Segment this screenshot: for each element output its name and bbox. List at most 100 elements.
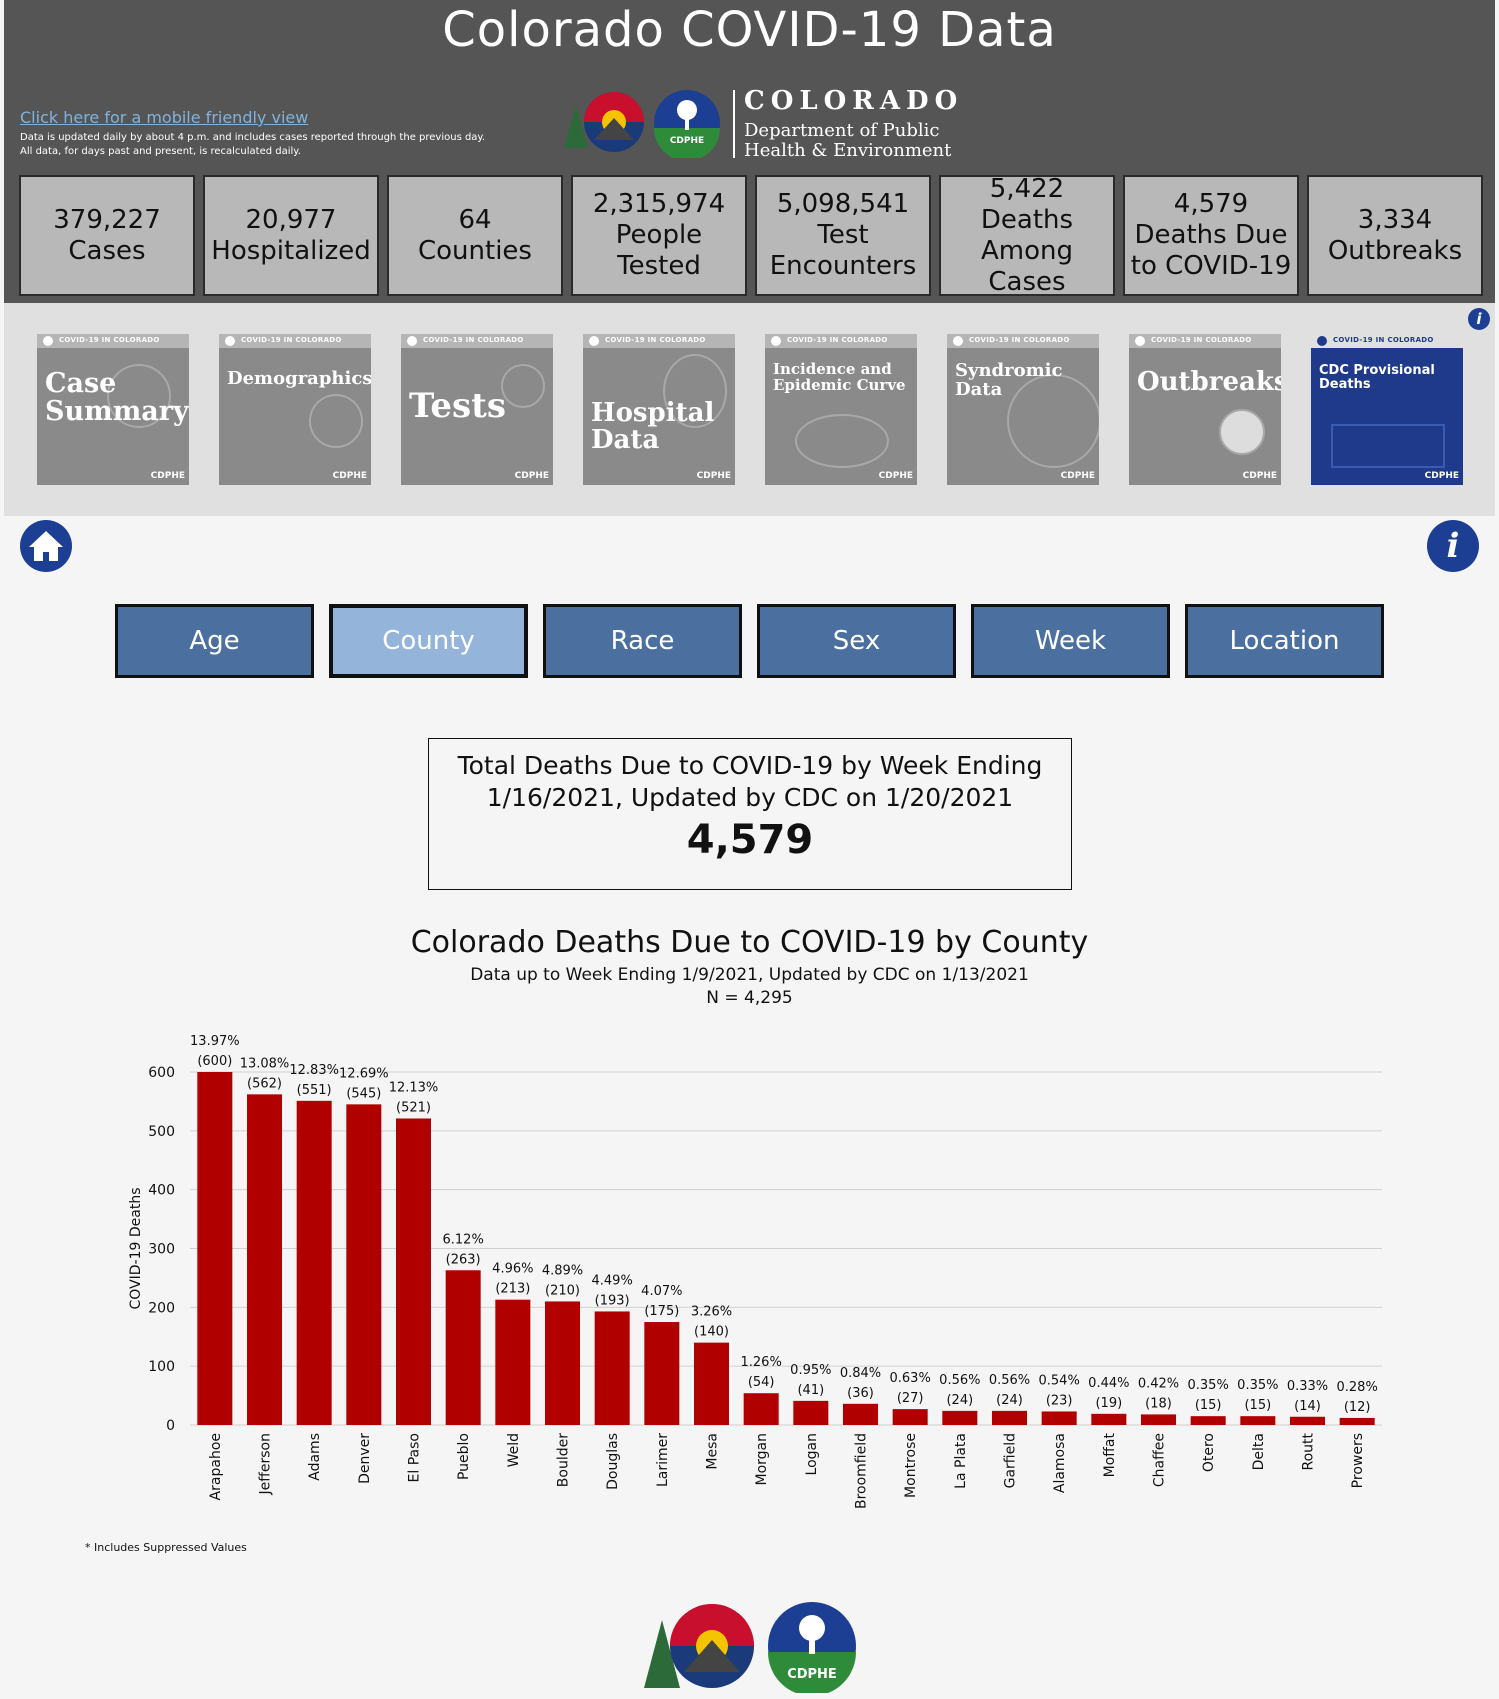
tile-syndromic-data[interactable]: COVID-19 IN COLORADO Syndromic Data CDPH… [947,334,1099,485]
virus-icon [107,364,171,428]
data-label-count: (521) [396,1100,431,1115]
tab-county[interactable]: County [329,604,528,678]
bar-arapahoe [197,1072,233,1425]
data-label-percent: 0.63% [890,1371,931,1386]
x-tick-label: Morgan [754,1433,770,1486]
tab-race[interactable]: Race [543,604,742,678]
bar-jefferson [247,1094,282,1425]
x-tick-label: Chaffee [1152,1433,1168,1487]
stat-card-deaths-due-covid: 4,579 Deaths Due to COVID-19 [1123,175,1299,296]
chart-title: Colorado Deaths Due to COVID-19 by Count… [410,925,1089,960]
data-label-count: (551) [297,1083,332,1098]
mobile-view-link[interactable]: Click here for a mobile friendly view [20,108,309,127]
microscope-icon [501,364,545,408]
bar-morgan [743,1393,779,1425]
data-label-count: (27) [897,1391,924,1406]
data-label-count: (54) [748,1375,775,1390]
y-tick-label: 200 [148,1300,175,1316]
tile-footer-logo: CDPHE [878,471,913,481]
footnote: * Includes Suppressed Values [85,1541,247,1554]
total-deaths-value: 4,579 [686,817,814,863]
data-label-percent: 0.44% [1088,1376,1129,1391]
tile-header-text: COVID-19 IN COLORADO [241,336,342,344]
stat-card-hospitalized: 20,977 Hospitalized [203,175,379,296]
tab-week[interactable]: Week [971,604,1170,678]
y-tick-label: 600 [148,1065,175,1081]
bar-boulder [545,1301,580,1425]
x-tick-label: Moffat [1102,1432,1118,1477]
x-tick-label: La Plata [953,1433,969,1489]
tile-footer-logo: CDPHE [1424,471,1459,481]
stat-label: Among Cases [980,235,1073,297]
data-label-count: (18) [1145,1396,1172,1411]
tile-footer-logo: CDPHE [1060,471,1095,481]
tile-label: CDC Provisional Deaths [1319,363,1435,392]
tab-age[interactable]: Age [115,604,314,678]
data-label-count: (19) [1095,1396,1122,1411]
tile-outbreaks[interactable]: COVID-19 IN COLORADO Outbreaks CDPHE [1129,334,1281,485]
data-label-percent: 4.89% [542,1263,583,1278]
tile-demographics[interactable]: COVID-19 IN COLORADO Demographics CDPHE [219,334,371,485]
x-tick-label: Delta [1251,1433,1267,1470]
x-tick-label: Logan [804,1433,820,1475]
home-button[interactable] [20,520,72,572]
badge-icon [771,336,781,346]
info-button[interactable]: i [1427,520,1479,572]
data-label-count: (14) [1294,1399,1321,1414]
info-icon: i [1446,526,1460,566]
thermometer-icon [663,354,727,428]
stat-card-test-encounters: 5,098,541 Test Encounters [755,175,931,296]
data-label-percent: 12.83% [289,1063,339,1078]
stat-card-outbreaks: 3,334 Outbreaks [1307,175,1483,296]
stat-value: 64 [458,204,492,235]
badge-icon [589,336,599,346]
colorado-logo [564,92,644,152]
footer-logos: CDPHE [644,1602,856,1693]
bar-routt [1290,1416,1325,1425]
data-label-percent: 0.28% [1337,1380,1378,1395]
bar-douglas [594,1311,630,1425]
tile-case-summary[interactable]: COVID-19 IN COLORADO Case Summary CDPHE [37,334,189,485]
tile-tests[interactable]: COVID-19 IN COLORADO Tests CDPHE [401,334,553,485]
stat-value: 379,227 [53,204,161,235]
x-tick-label: Arapahoe [208,1433,224,1500]
y-tick-label: 500 [148,1124,175,1140]
tile-hospital-data[interactable]: COVID-19 IN COLORADO Hospital Data CDPHE [583,334,735,485]
stat-value: 5,098,541 [776,189,910,219]
tile-footer-logo: CDPHE [332,471,367,481]
tab-sex[interactable]: Sex [757,604,956,678]
data-label-count: (263) [446,1252,481,1267]
stat-cards: 379,227 Cases 20,977 Hospitalized 64 Cou… [19,174,1489,297]
tile-header-text: COVID-19 IN COLORADO [423,336,524,344]
tile-footer-logo: CDPHE [514,471,549,481]
data-label-percent: 0.42% [1138,1376,1179,1391]
bar-broomfield [843,1403,878,1425]
data-label-percent: 12.69% [339,1066,389,1081]
x-tick-label: Montrose [903,1433,919,1498]
tile-incidence-epidemic-curve[interactable]: COVID-19 IN COLORADO Incidence and Epide… [765,334,917,485]
dept-line-2: Health & Environment [744,140,952,161]
data-label-count: (140) [694,1325,729,1340]
app-title: Colorado COVID-19 Data [442,2,1057,58]
chart-n: N = 4,295 [706,988,793,1008]
dashboard-tiles: COVID-19 IN COLORADO Case Summary CDPHE … [4,303,1495,516]
chart-subtitle: Data up to Week Ending 1/9/2021, Updated… [470,965,1029,985]
stat-card-counties: 64 Counties [387,175,563,296]
tab-location[interactable]: Location [1185,604,1384,678]
badge-icon [407,336,417,346]
tile-header-text: COVID-19 IN COLORADO [1333,336,1434,344]
stat-label: to COVID-19 [1130,251,1292,281]
data-label-count: (193) [595,1293,630,1308]
data-label-count: (600) [197,1054,232,1069]
x-tick-label: Routt [1301,1432,1317,1470]
data-label-percent: 3.26% [691,1305,732,1320]
bar-garfield [992,1410,1027,1425]
tile-label: Incidence and Epidemic Curve [773,360,906,394]
tile-cdc-provisional-deaths[interactable]: COVID-19 IN COLORADO CDC Provisional Dea… [1311,334,1463,485]
data-label-percent: 0.56% [989,1373,1030,1388]
info-icon[interactable]: i [1468,308,1490,330]
tile-header-text: COVID-19 IN COLORADO [605,336,706,344]
bar-adams [296,1100,332,1425]
total-deaths-heading: Total Deaths Due to COVID-19 by Week End… [457,751,1043,780]
tile-label: Hospital Data [591,398,715,456]
